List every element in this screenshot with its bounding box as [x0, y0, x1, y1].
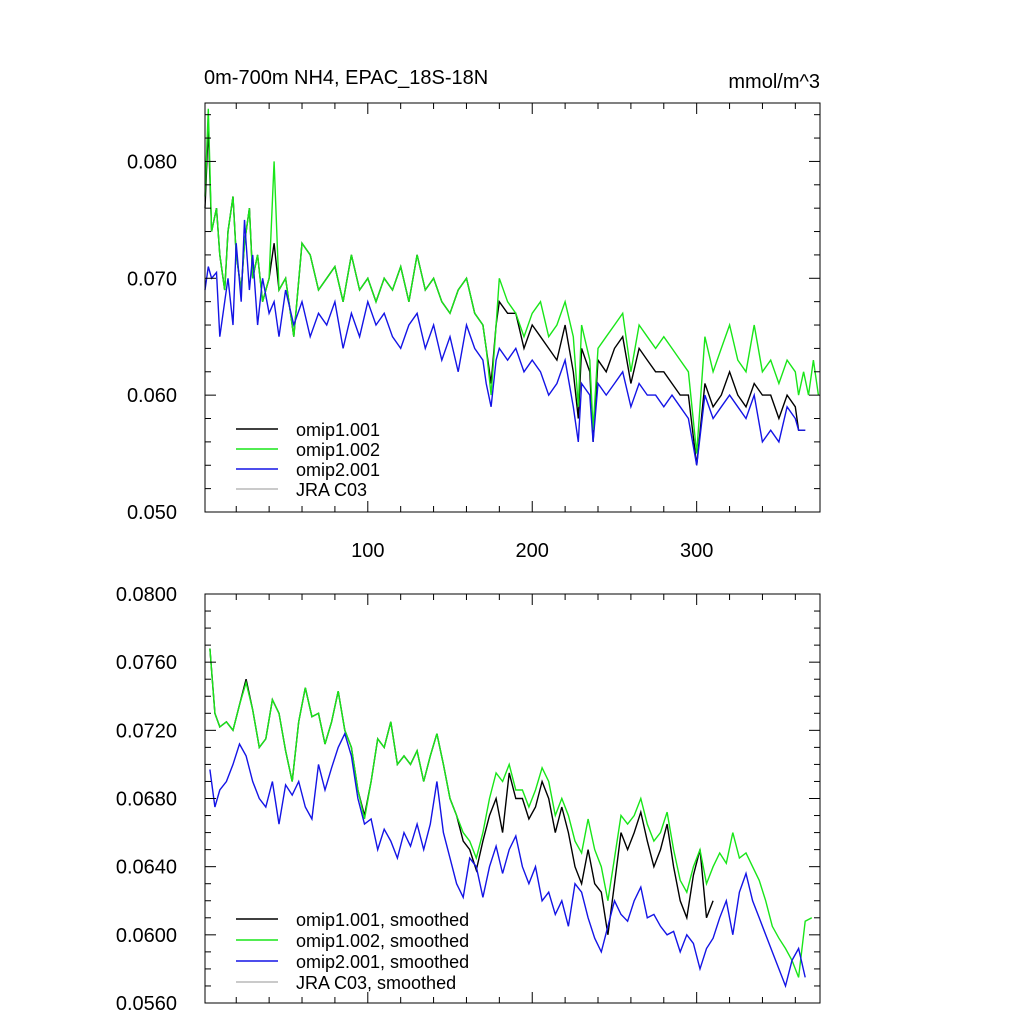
top-y-tick-label: 0.080 [127, 151, 177, 173]
bottom-legend-label-1: omip1.001, smoothed [296, 910, 469, 930]
bottom-axes-group: 0.0560 0.0600 0.0640 0.0680 0.0720 0.0760 0.08… [116, 584, 820, 1015]
bottom-y-tick-label: 0.0720 [116, 720, 177, 742]
top-legend-label-4: JRA C03 [296, 480, 367, 500]
top-x-tick-label: 200 [516, 540, 549, 562]
top-axes-group: 0.050 0.060 0.070 0.080 100 200 300 [127, 103, 820, 562]
bottom-series-line-2 [209, 648, 813, 978]
top-y-tick-label: 0.050 [127, 502, 177, 524]
top-y-tick-label: 0.060 [127, 385, 177, 407]
top-series-line-2 [204, 108, 820, 454]
top-legend-label-3: omip2.001 [296, 460, 380, 480]
bottom-y-tick-label: 0.0800 [116, 584, 177, 606]
bottom-y-tick-label: 0.0600 [116, 925, 177, 947]
bottom-legend-label-3: omip2.001, smoothed [296, 952, 469, 972]
top-plot-frame [204, 102, 821, 513]
top-series-line-3 [204, 219, 806, 466]
top-panel: 0m-700m NH4, EPAC_18S-18N mmol/m^3 0.050… [127, 67, 821, 562]
bottom-y-tick-label: 0.0640 [116, 857, 177, 879]
top-legend-label-2: omip1.002 [296, 440, 380, 460]
top-series-group [204, 108, 820, 466]
bottom-series-group [209, 648, 813, 989]
bottom-series-line-1 [209, 648, 714, 935]
top-y-tick-label: 0.070 [127, 268, 177, 290]
top-legend-label-1: omip1.001 [296, 420, 380, 440]
bottom-series-line-3 [209, 731, 806, 989]
bottom-legend-label-4: JRA C03, smoothed [296, 973, 456, 993]
bottom-y-tick-label: 0.0680 [116, 789, 177, 811]
bottom-legend-label-2: omip1.002, smoothed [296, 931, 469, 951]
top-chart-units: mmol/m^3 [728, 71, 820, 93]
bottom-y-tick-label: 0.0560 [116, 993, 177, 1015]
top-x-tick-label: 100 [351, 540, 384, 562]
top-chart-title: 0m-700m NH4, EPAC_18S-18N [204, 67, 488, 89]
top-x-tick-label: 300 [680, 540, 713, 562]
bottom-panel: 0.0560 0.0600 0.0640 0.0680 0.0720 0.0760 0.08… [116, 584, 821, 1015]
bottom-y-tick-label: 0.0760 [116, 652, 177, 674]
